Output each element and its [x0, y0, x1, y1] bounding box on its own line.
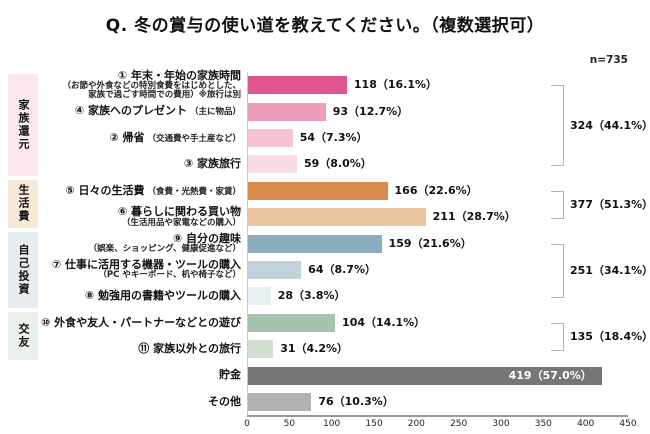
bar-row-label-work-tools: ⑦ 仕事に活用する機器・ツールの購入 （PC やキーボード、机や椅子など） — [40, 257, 241, 283]
x-axis-tick-50: 50 — [283, 419, 296, 429]
row-main-label: その他 — [208, 394, 241, 408]
bar-hobby — [247, 234, 382, 253]
bar-family-present — [247, 102, 326, 121]
sample-size: n=735 — [589, 54, 628, 66]
group-total-self-investment: 251（34.1%） — [570, 264, 650, 277]
group-bracket-family — [551, 85, 564, 167]
bar-daily-expenses — [247, 181, 388, 200]
bar-row-label-non-family-trip: ⑪ 家族以外との旅行 — [40, 336, 241, 362]
row-main-label: ④ 家族へのプレゼント （主に物品） — [74, 104, 241, 118]
group-bracket-self-investment — [551, 243, 564, 299]
bar-row-label-social-play: ⑩ 外食や友人・パートナーなどとの遊び — [40, 310, 241, 336]
bar-value-non-family-trip: 31（4.2%） — [280, 342, 349, 356]
bar-non-family-trip — [247, 340, 274, 359]
chart-title: Q. 冬の賞与の使い道を教えてください。（複数選択可） — [105, 16, 545, 36]
x-axis-tick-450: 450 — [619, 419, 637, 429]
row-sub-label: （娯楽、ショッピング、健康促進など） — [88, 243, 241, 254]
bar-row-label-living-shopping: ⑥ 暮らしに関わる買い物 （生活用品や家電などの購入） — [40, 204, 241, 230]
row-main-label: 貯金 — [219, 368, 241, 382]
x-axis-tick-150: 150 — [365, 419, 383, 429]
row-main-label: ⑨ 自分の趣味 — [172, 231, 241, 245]
row-sub-label: 家族で過ごす時間での費用）※旅行は別 — [88, 90, 241, 101]
row-main-label: ③ 家族旅行 — [183, 157, 241, 171]
bar-row-label-homecoming: ② 帰省 （交通費や手土産など） — [40, 125, 241, 151]
category-box-social: 交友 — [8, 311, 38, 361]
bar-study-books — [247, 287, 271, 306]
x-axis-tick-250: 250 — [450, 419, 468, 429]
bar-value-work-tools: 64（8.7%） — [308, 263, 376, 276]
bar-value-other: 76（10.3%） — [318, 395, 394, 408]
row-main-label: ⑤ 日々の生活費 （食費・光熱費・家賃） — [65, 183, 241, 197]
row-sub-label: （お節や外食などの特別食費をはじめとした、 — [62, 80, 241, 91]
row-inline-note: （主に物品） — [187, 107, 241, 118]
bar-value-homecoming: 54（7.3%） — [299, 131, 368, 144]
row-sub-label: （PC やキーボード、机や椅子など） — [98, 270, 241, 281]
bar-living-shopping — [247, 208, 426, 227]
bar-row-label-family-present: ④ 家族へのプレゼント （主に物品） — [40, 98, 241, 124]
bar-family-time — [247, 76, 347, 95]
group-total-living: 377（51.3%） — [570, 198, 650, 211]
bar-row-label-family-time: ① 年末・年始の家族時間 （お節や外食などの特別食費をはじめとした、 家族で過ごす時… — [40, 68, 241, 101]
row-main-label: ⑧ 勉強用の書籍やツールの購入 — [84, 289, 241, 303]
bar-row-label-daily-expenses: ⑤ 日々の生活費 （食費・光熱費・家賃） — [40, 178, 241, 204]
row-sub-label: （生活用品や家電などの購入） — [121, 217, 241, 228]
category-box-self-investment: 自己投資 — [8, 232, 38, 308]
bar-work-tools — [247, 261, 302, 279]
group-bracket-social — [551, 322, 564, 352]
bar-social-play — [247, 313, 336, 332]
row-main-label: ① 年末・年始の家族時間 — [117, 68, 241, 82]
x-axis-tick-200: 200 — [407, 419, 425, 429]
bar-homecoming — [247, 129, 293, 147]
row-main-label: ⑦ 仕事に活用する機器・ツールの購入 — [51, 258, 241, 272]
bar-family-trip — [247, 155, 297, 174]
bar-row-label-savings: 貯金 — [40, 362, 241, 388]
bar-value-family-trip: 59（8.0%） — [303, 157, 372, 171]
row-main-label: ⑪ 家族以外との旅行 — [138, 342, 241, 356]
plot-left-line — [247, 72, 248, 415]
bar-other — [247, 393, 312, 411]
bar-row-label-other: その他 — [40, 389, 241, 415]
bar-row-label-hobby: ⑨ 自分の趣味 （娯楽、ショッピング、健康促進など） — [40, 230, 241, 256]
bar-value-savings: 419（57.0%） — [508, 368, 592, 382]
bar-value-study-books: 28（3.8%） — [277, 289, 346, 303]
x-axis-tick-350: 350 — [534, 419, 552, 429]
group-total-social: 135（18.4%） — [570, 330, 650, 343]
bar-value-hobby: 159（21.6%） — [388, 236, 472, 250]
category-box-living: 生活費 — [8, 179, 38, 229]
bar-value-family-present: 93（12.7%） — [332, 104, 409, 118]
row-main-label: ⑥ 暮らしに関わる買い物 — [117, 205, 241, 219]
group-bracket-living — [551, 190, 564, 220]
category-label-family: 家族還元 — [17, 98, 30, 151]
bar-value-daily-expenses: 166（22.6%） — [394, 183, 478, 197]
x-axis-line — [247, 415, 628, 417]
bar-value-social-play: 104（14.1%） — [342, 315, 426, 329]
category-label-self-investment: 自己投資 — [17, 243, 30, 296]
bar-savings — [247, 366, 602, 385]
category-label-social: 交友 — [17, 322, 30, 349]
row-main-label: ⑩ 外食や友人・パートナーなどとの遊び — [40, 315, 241, 329]
bar-row-label-family-trip: ③ 家族旅行 — [40, 151, 241, 177]
bar-row-label-study-books: ⑧ 勉強用の書籍やツールの購入 — [40, 283, 241, 309]
x-axis-tick-300: 300 — [492, 419, 510, 429]
x-axis-tick-400: 400 — [577, 419, 595, 429]
row-inline-note: （交通費や手土産など） — [144, 133, 241, 144]
category-label-living: 生活費 — [17, 184, 30, 224]
bar-value-family-time: 118（16.1%） — [353, 78, 438, 92]
category-box-family: 家族還元 — [8, 74, 38, 176]
row-main-label: ② 帰省 （交通費や手土産など） — [109, 130, 241, 144]
x-axis-tick-0: 0 — [244, 419, 250, 429]
row-inline-note: （食費・光熱費・家賃） — [144, 186, 241, 197]
bar-value-living-shopping: 211（28.7%） — [432, 210, 516, 224]
group-total-family: 324（44.1%） — [570, 118, 650, 132]
x-axis-tick-100: 100 — [323, 419, 341, 429]
